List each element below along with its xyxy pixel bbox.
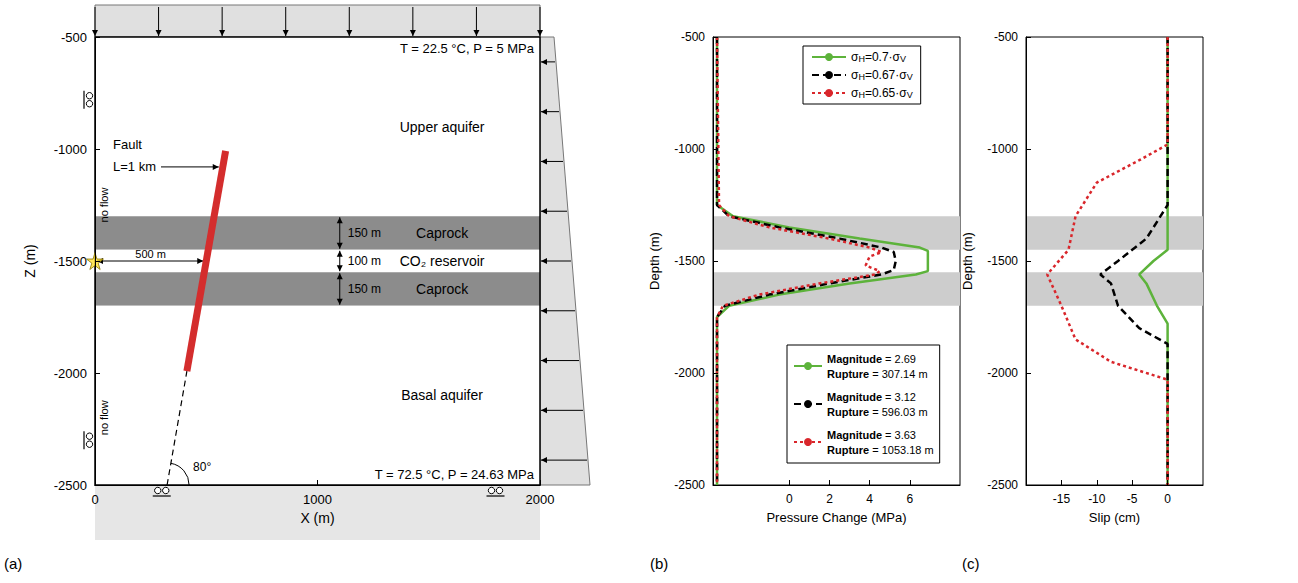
svg-text:-15: -15 <box>1053 492 1071 506</box>
svg-text:V: V <box>907 72 913 82</box>
svg-text:Magnitude: Magnitude <box>827 391 882 403</box>
svg-text:0: 0 <box>1164 492 1171 506</box>
svg-text:= 2.69: = 2.69 <box>882 353 916 365</box>
svg-text:(c): (c) <box>962 555 980 572</box>
svg-text:-500: -500 <box>994 30 1018 44</box>
svg-text:= 596.03 m: = 596.03 m <box>869 406 927 418</box>
svg-text:0: 0 <box>786 492 793 506</box>
svg-text:Rupture: Rupture <box>827 406 869 418</box>
svg-text:-2500: -2500 <box>674 478 705 492</box>
svg-text:Depth (m): Depth (m) <box>960 232 975 290</box>
svg-text:-5: -5 <box>1127 492 1138 506</box>
svg-text:4: 4 <box>866 492 873 506</box>
svg-text:(b): (b) <box>650 555 668 572</box>
svg-text:Caprock: Caprock <box>416 225 469 241</box>
svg-text:Magnitude: Magnitude <box>827 429 882 441</box>
svg-text:2: 2 <box>826 492 833 506</box>
svg-text:100 m: 100 m <box>348 254 381 268</box>
svg-text:no flow: no flow <box>98 400 110 435</box>
svg-text:V: V <box>907 90 913 100</box>
svg-text:Pressure Change (MPa): Pressure Change (MPa) <box>766 510 906 525</box>
svg-text:=0.67·σ: =0.67·σ <box>865 68 907 82</box>
svg-text:-500: -500 <box>61 30 87 45</box>
svg-text:150 m: 150 m <box>348 226 381 240</box>
svg-text:Basal aquifer: Basal aquifer <box>401 387 483 403</box>
svg-text:-1500: -1500 <box>54 254 87 269</box>
svg-text:6: 6 <box>906 492 913 506</box>
svg-text:L=1 km: L=1 km <box>113 159 156 174</box>
svg-text:-500: -500 <box>681 30 705 44</box>
svg-text:-1500: -1500 <box>987 254 1018 268</box>
svg-text:Upper aquifer: Upper aquifer <box>400 119 485 135</box>
svg-text:-2000: -2000 <box>674 366 705 380</box>
html-text:σH: σH <box>851 68 865 82</box>
html-text:σH: σH <box>851 86 865 100</box>
svg-text:no flow: no flow <box>98 188 110 223</box>
svg-text:-1500: -1500 <box>674 254 705 268</box>
svg-text:=0.7·σ: =0.7·σ <box>865 50 901 64</box>
svg-text:T = 22.5 °C, P = 5 MPa: T = 22.5 °C, P = 5 MPa <box>400 41 535 56</box>
svg-text:T = 72.5 °C, P = 24.63 MPa: T = 72.5 °C, P = 24.63 MPa <box>375 467 535 482</box>
svg-text:-2000: -2000 <box>987 366 1018 380</box>
svg-text:Slip (cm): Slip (cm) <box>1089 510 1140 525</box>
svg-text:80°: 80° <box>193 460 211 474</box>
html-text:σH: σH <box>851 50 865 64</box>
svg-text:Magnitude: Magnitude <box>827 353 882 365</box>
svg-text:0: 0 <box>91 492 98 507</box>
svg-text:-10: -10 <box>1088 492 1106 506</box>
svg-text:V: V <box>900 54 906 64</box>
svg-text:-1000: -1000 <box>674 142 705 156</box>
svg-text:-2500: -2500 <box>54 478 87 493</box>
svg-text:(a): (a) <box>4 555 22 572</box>
svg-text:-2000: -2000 <box>54 366 87 381</box>
svg-text:=0.65·σ: =0.65·σ <box>865 86 907 100</box>
svg-text:= 307.14 m: = 307.14 m <box>869 368 927 380</box>
svg-text:150 m: 150 m <box>348 282 381 296</box>
svg-text:2000: 2000 <box>526 492 555 507</box>
svg-text:500 m: 500 m <box>135 248 166 260</box>
svg-text:-1000: -1000 <box>54 142 87 157</box>
svg-text:Z (m): Z (m) <box>22 244 38 277</box>
svg-text:= 3.63: = 3.63 <box>882 429 916 441</box>
svg-text:Rupture: Rupture <box>827 444 869 456</box>
svg-text:1000: 1000 <box>303 492 332 507</box>
svg-text:Fault: Fault <box>113 137 142 152</box>
svg-text:= 1053.18 m: = 1053.18 m <box>869 444 934 456</box>
svg-text:-1000: -1000 <box>987 142 1018 156</box>
svg-text:-2500: -2500 <box>987 478 1018 492</box>
svg-text:X (m): X (m) <box>300 510 334 526</box>
svg-text:= 3.12: = 3.12 <box>882 391 916 403</box>
svg-text:CO₂ reservoir: CO₂ reservoir <box>400 253 485 269</box>
svg-text:Caprock: Caprock <box>416 281 469 297</box>
svg-text:Depth (m): Depth (m) <box>647 232 662 290</box>
svg-text:Rupture: Rupture <box>827 368 869 380</box>
